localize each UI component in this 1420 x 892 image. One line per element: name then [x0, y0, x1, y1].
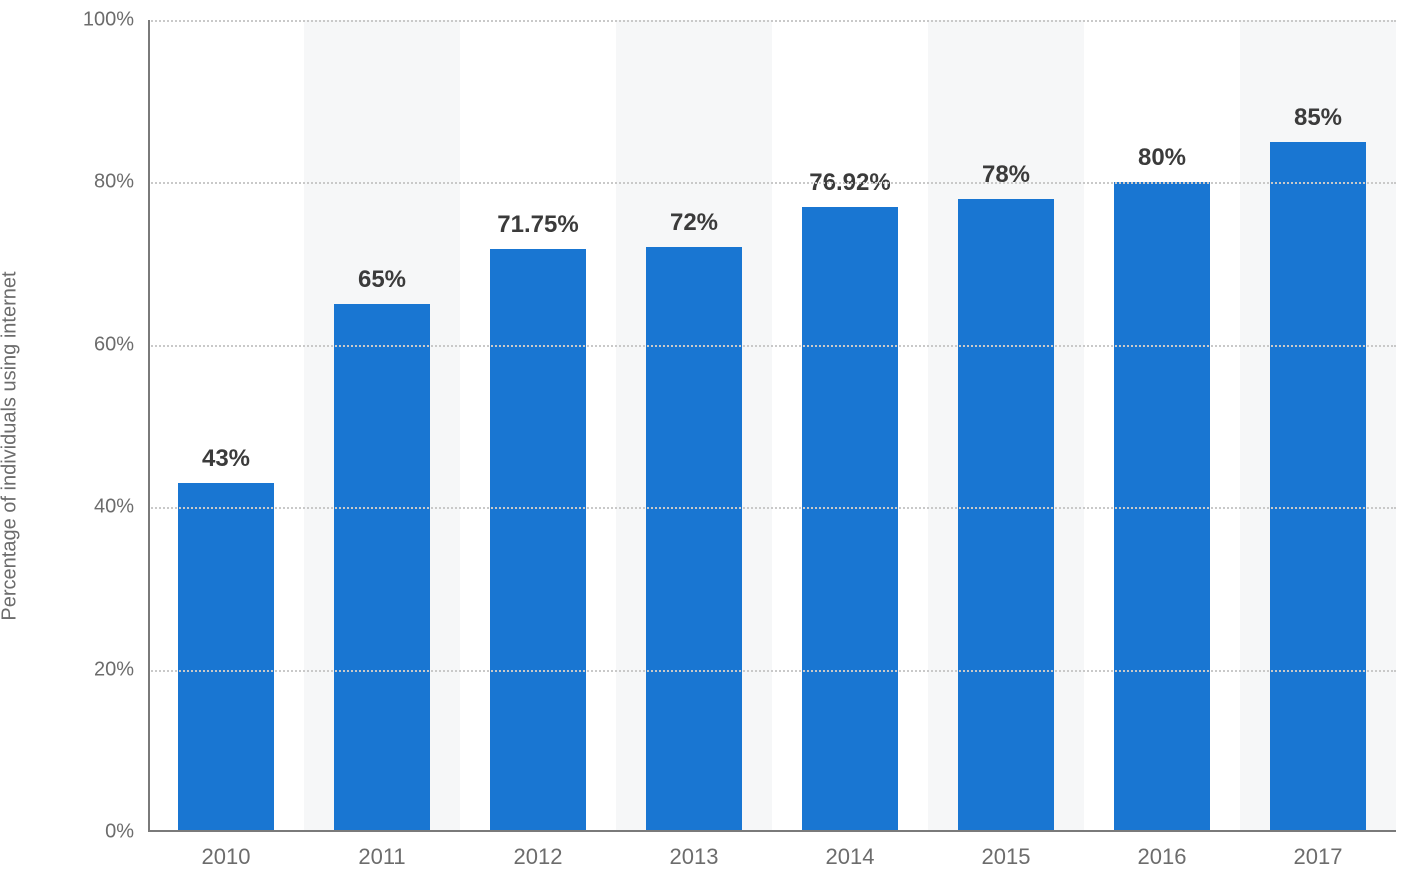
x-tick-label: 2012 — [514, 832, 563, 870]
y-axis-label: Percentage of individuals using internet — [0, 271, 22, 620]
y-tick-label: 20% — [94, 658, 148, 681]
grid-line — [148, 20, 1396, 22]
grid-line — [148, 182, 1396, 184]
x-axis-line — [148, 830, 1396, 832]
y-tick-label: 0% — [105, 821, 148, 844]
x-tick-label: 2013 — [670, 832, 719, 870]
x-tick-label: 2015 — [982, 832, 1031, 870]
bar — [334, 304, 431, 832]
bar — [958, 199, 1055, 832]
bar-chart: Percentage of individuals using internet… — [0, 0, 1420, 892]
bar-slot: 76.92%2014 — [772, 20, 928, 832]
value-label: 80% — [1138, 144, 1186, 172]
value-label: 43% — [202, 445, 250, 473]
bar — [1270, 142, 1367, 832]
grid-line — [148, 345, 1396, 347]
grid-line — [148, 507, 1396, 509]
y-axis-line — [148, 20, 150, 832]
bar-slot: 65%2011 — [304, 20, 460, 832]
bar-slot: 85%2017 — [1240, 20, 1396, 832]
bar-slot: 78%2015 — [928, 20, 1084, 832]
bar — [178, 483, 275, 832]
y-tick-label: 40% — [94, 496, 148, 519]
bar — [646, 247, 743, 832]
bar — [802, 207, 899, 832]
bar — [490, 249, 587, 832]
y-tick-label: 80% — [94, 171, 148, 194]
bar-slot: 43%2010 — [148, 20, 304, 832]
plot-area: 43%201065%201171.75%201272%201376.92%201… — [148, 20, 1396, 832]
x-tick-label: 2010 — [202, 832, 251, 870]
value-label: 71.75% — [497, 211, 578, 239]
value-label: 78% — [982, 161, 1030, 189]
bar-slot: 72%2013 — [616, 20, 772, 832]
y-tick-label: 100% — [83, 9, 148, 32]
x-tick-label: 2017 — [1294, 832, 1343, 870]
x-tick-label: 2014 — [826, 832, 875, 870]
value-label: 65% — [358, 266, 406, 294]
x-tick-label: 2011 — [358, 832, 405, 870]
bar-slot: 80%2016 — [1084, 20, 1240, 832]
value-label: 72% — [670, 209, 718, 237]
bar-slot: 71.75%2012 — [460, 20, 616, 832]
bars-container: 43%201065%201171.75%201272%201376.92%201… — [148, 20, 1396, 832]
value-label: 85% — [1294, 104, 1342, 132]
y-tick-label: 60% — [94, 333, 148, 356]
x-tick-label: 2016 — [1138, 832, 1187, 870]
grid-line — [148, 670, 1396, 672]
